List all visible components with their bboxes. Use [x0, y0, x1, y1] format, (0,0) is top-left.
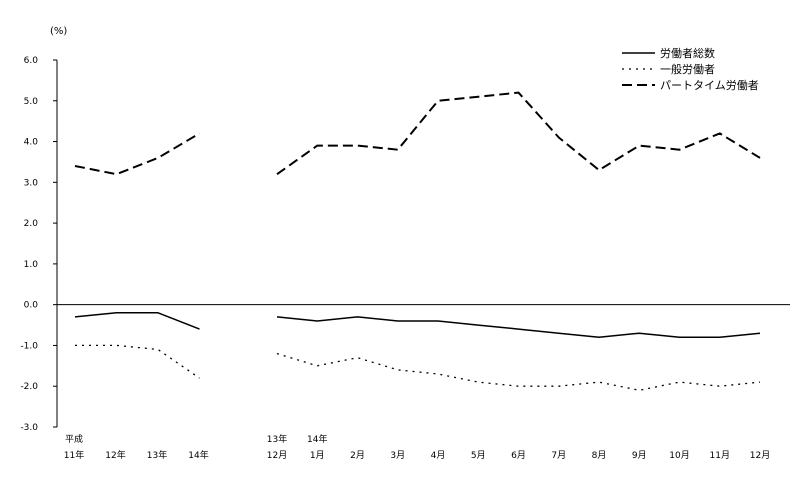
series-lines	[74, 91, 761, 391]
y-tick-label: 5.0	[24, 97, 39, 107]
y-tick-label: 4.0	[24, 138, 39, 148]
x-tick-labels: 平成 11年 12年 13年 14年 13年 12月 14年 1月 2月 3月 4月 5月 6月 7月 8月 9…	[64, 433, 770, 461]
x-tick-label: 4月	[431, 450, 446, 461]
x-tick-top-label: 13年	[267, 433, 287, 445]
x-tick-label: 12月	[750, 450, 770, 461]
legend-label: 労働者総数	[660, 46, 715, 60]
y-unit-label: (%)	[50, 26, 67, 37]
x-tick-label: 7月	[551, 450, 566, 461]
y-tick-label: 6.0	[24, 56, 39, 66]
x-tick-top-label: 14年	[307, 433, 327, 445]
x-tick-label: 6月	[511, 450, 526, 461]
x-tick-label: 9月	[632, 450, 647, 461]
series-line-monthly-2	[276, 352, 761, 391]
series-line-annual-2	[75, 344, 200, 379]
y-tick-label: 1.0	[24, 260, 39, 270]
y-tick-label: 2.0	[24, 219, 39, 229]
x-tick-label: 10月	[669, 450, 689, 461]
series-line-monthly-1	[276, 316, 761, 339]
x-tick-label: 12月	[267, 450, 287, 461]
x-tick-label: 3月	[390, 450, 405, 461]
x-tick-label: 5月	[471, 450, 486, 461]
y-tick-label: 0.0	[24, 301, 39, 311]
y-tick-label: -2.0	[20, 382, 38, 392]
x-tick-label: 13年	[147, 449, 167, 461]
legend-label: パートタイム労働者	[660, 78, 759, 92]
x-tick-label: 11年	[64, 449, 84, 461]
x-tick-label: 12年	[105, 449, 125, 461]
x-tick-label: 2月	[350, 450, 365, 461]
y-tick-labels: 6.0 5.0 4.0 3.0 2.0 1.0 0.0 -1.0 -2.0 -3.0	[20, 56, 38, 433]
y-tick-label: -3.0	[20, 423, 38, 433]
series-line-annual-3	[74, 132, 201, 176]
legend-label: 一般労働者	[660, 62, 715, 76]
x-tick-label: 11月	[710, 450, 730, 461]
x-tick-label: 14年	[188, 449, 208, 461]
x-tick-label: 1月	[310, 450, 325, 461]
x-tick-label: 8月	[592, 450, 607, 461]
x-tick-top-label: 平成	[65, 433, 83, 445]
axes	[53, 59, 790, 428]
y-tick-label: 3.0	[24, 178, 39, 188]
series-line-annual-1	[74, 312, 200, 330]
y-tick-label: -1.0	[20, 341, 38, 351]
series-line-monthly-3	[276, 91, 761, 176]
